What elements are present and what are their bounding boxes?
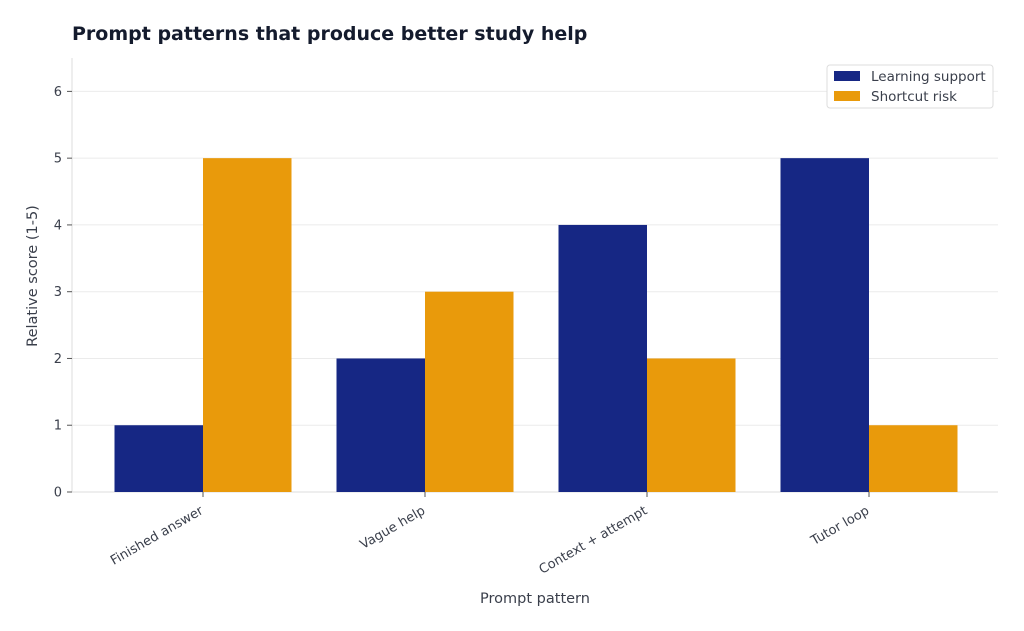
legend-frame: [826, 64, 994, 109]
bar-learning-support: [558, 224, 647, 492]
bar-learning-support: [336, 358, 425, 492]
legend: Learning support Shortcut risk: [826, 64, 994, 109]
bar-learning-support: [114, 425, 203, 492]
y-tick-label: 4: [54, 218, 62, 233]
y-tick-label: 5: [54, 152, 62, 167]
bar-shortcut-risk: [425, 291, 514, 492]
x-tick-label: Finished answer: [108, 503, 206, 568]
bar-shortcut-risk: [203, 158, 292, 492]
bar-shortcut-risk: [869, 425, 958, 492]
chart-title: Prompt patterns that produce better stud…: [72, 23, 587, 45]
x-tick-label: Tutor loop: [808, 503, 872, 549]
y-tick-label: 6: [54, 85, 62, 100]
legend-label-learning-support: Learning support: [871, 69, 986, 85]
bars: [114, 158, 958, 492]
x-axis-label: Prompt pattern: [480, 591, 590, 607]
y-tick-label: 0: [54, 486, 62, 501]
x-tick-label: Context + attempt: [537, 503, 650, 577]
y-axis-ticks: 0 1 2 3 4 5 6: [54, 85, 72, 501]
bar-shortcut-risk: [647, 358, 736, 492]
y-tick-label: 3: [54, 285, 62, 300]
y-axis-label: Relative score (1-5): [25, 205, 41, 347]
legend-label-shortcut-risk: Shortcut risk: [871, 89, 957, 105]
legend-swatch-learning-support: [834, 71, 860, 81]
y-tick-label: 1: [54, 419, 62, 434]
legend-swatch-shortcut-risk: [834, 91, 860, 101]
x-axis-ticks: Finished answer Vague help Context + attem…: [108, 492, 872, 578]
y-tick-label: 2: [54, 352, 62, 367]
x-tick-label: Vague help: [358, 503, 428, 552]
bar-learning-support: [780, 158, 869, 492]
